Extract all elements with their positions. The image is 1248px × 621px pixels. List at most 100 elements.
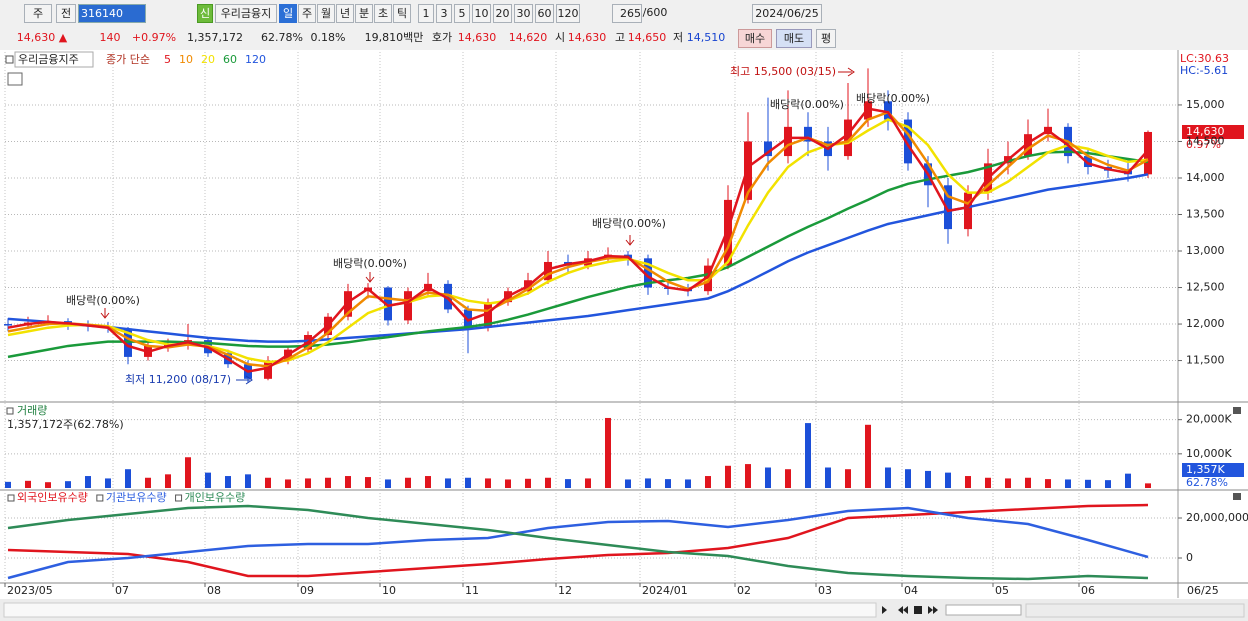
x-tick-label: 10 [382, 584, 396, 597]
volume-bar [745, 464, 751, 488]
period-button[interactable]: 분 [355, 4, 373, 23]
volume-bar [285, 479, 291, 488]
volume-bar [665, 479, 671, 488]
volume-bar [305, 478, 311, 488]
high-annotation: 최고 15,500 (03/15) [730, 65, 836, 78]
dividend-arrow [100, 308, 110, 319]
interval-button[interactable]: 1 [418, 4, 434, 23]
hc-label: HC:-5.61 [1180, 64, 1228, 77]
volume-bar [585, 478, 591, 488]
interval-button[interactable]: 30 [514, 4, 533, 23]
y-tick-label: 13,500 [1186, 207, 1225, 220]
interval-button[interactable]: 10 [472, 4, 491, 23]
candle-body [804, 126, 812, 142]
volume-bar [905, 469, 911, 488]
annotation-arrow [236, 375, 253, 385]
rewind-button[interactable] [898, 606, 908, 614]
pane-close[interactable] [1233, 493, 1241, 500]
volume-bar [465, 477, 471, 488]
scroll-track[interactable] [3, 602, 877, 618]
zoom-tools[interactable] [1025, 603, 1245, 618]
candle-body [404, 291, 412, 321]
dividend-annotation: 배당락(0.00%) [66, 294, 140, 307]
volume-bar [225, 476, 231, 488]
volume-bar [985, 477, 991, 488]
candle-body [724, 199, 732, 266]
interval-button[interactable]: 3 [436, 4, 452, 23]
interval-button[interactable]: 20 [493, 4, 512, 23]
period-button[interactable]: 주 [298, 4, 316, 23]
play-button[interactable] [882, 606, 887, 614]
price-tag-bg [1182, 125, 1244, 139]
ma-legend: 20 [201, 53, 215, 66]
volume-bar [1045, 479, 1051, 488]
volume-bar [25, 480, 31, 488]
y-tick-label: 12,500 [1186, 281, 1225, 294]
volume-bar [185, 457, 191, 488]
x-tick-label: 09 [300, 584, 314, 597]
y-tick-label: 14,000 [1186, 171, 1225, 184]
legend-icon [5, 55, 14, 64]
scroll-buttons[interactable] [882, 606, 938, 614]
candle-body [884, 101, 892, 120]
candle-body [544, 261, 552, 281]
moving-average [7, 107, 1149, 373]
candle-body [1084, 156, 1092, 168]
y-tick-label: 20,000,000 [1186, 511, 1248, 524]
period-button[interactable]: 일 [279, 4, 297, 23]
interval-button[interactable]: 5 [454, 4, 470, 23]
candle-body [264, 360, 272, 379]
interval-button[interactable]: 60 [535, 4, 554, 23]
interval-button[interactable]: 120 [556, 4, 580, 23]
period-button[interactable]: 월 [317, 4, 335, 23]
volume-bar [1145, 483, 1151, 488]
candle-body [844, 119, 852, 157]
quote-change: 140 [99, 31, 121, 44]
candle-body [444, 283, 452, 310]
date-input[interactable]: 2024/06/25 [752, 4, 822, 23]
pane-close[interactable] [1233, 407, 1241, 414]
quote-open-label: 시 [554, 31, 566, 44]
candle-body [1144, 131, 1152, 175]
dividend-arrow [625, 235, 635, 246]
market-select[interactable]: 주 [24, 4, 52, 23]
dividend-annotation: 배당락(0.00%) [333, 257, 407, 270]
quote-volume: 1,357,172 [187, 31, 243, 44]
credit-badge: 신 [197, 4, 213, 23]
dividend-annotation: 배당락(0.00%) [592, 217, 666, 230]
quote-bid-label: 호가 [431, 31, 453, 44]
stop-button[interactable] [914, 606, 922, 614]
forward-button[interactable] [928, 606, 938, 614]
volume-bar [925, 470, 931, 488]
stock-name[interactable]: 우리금융지 [215, 4, 277, 23]
price-title: 우리금융지주 [18, 53, 79, 66]
candle-body [904, 119, 912, 164]
last-date: 06/25 [1187, 584, 1219, 597]
sell-button[interactable]: 매도 [776, 29, 812, 48]
legend-label: 외국인보유수량 [17, 491, 88, 504]
buy-button[interactable]: 매수 [738, 29, 772, 48]
legend-label: 기관보유수량 [106, 491, 167, 504]
code-input[interactable]: 316140 [78, 4, 146, 23]
volume-bar [545, 477, 551, 488]
avg-button[interactable]: 평 [816, 29, 836, 48]
zoom-slider[interactable] [945, 604, 1022, 616]
volume-bar [265, 477, 271, 488]
volume-bar [865, 424, 871, 488]
period-button[interactable]: 틱 [393, 4, 411, 23]
x-tick-label: 07 [115, 584, 129, 597]
volume-bar [785, 469, 791, 488]
period-button[interactable]: 년 [336, 4, 354, 23]
volume-bar [205, 472, 211, 488]
scope-select[interactable]: 전 [56, 4, 76, 23]
period-button[interactable]: 초 [374, 4, 392, 23]
volume-bar [965, 476, 971, 488]
volume-bar [625, 479, 631, 488]
table-icon[interactable] [7, 72, 23, 86]
volume-bar [765, 467, 771, 488]
volume-summary: 1,357,172주(62.78%) [7, 418, 124, 431]
count-input[interactable]: 265 [612, 4, 642, 23]
quote-high-label: 고 [614, 31, 626, 44]
volume-bar [145, 477, 151, 488]
